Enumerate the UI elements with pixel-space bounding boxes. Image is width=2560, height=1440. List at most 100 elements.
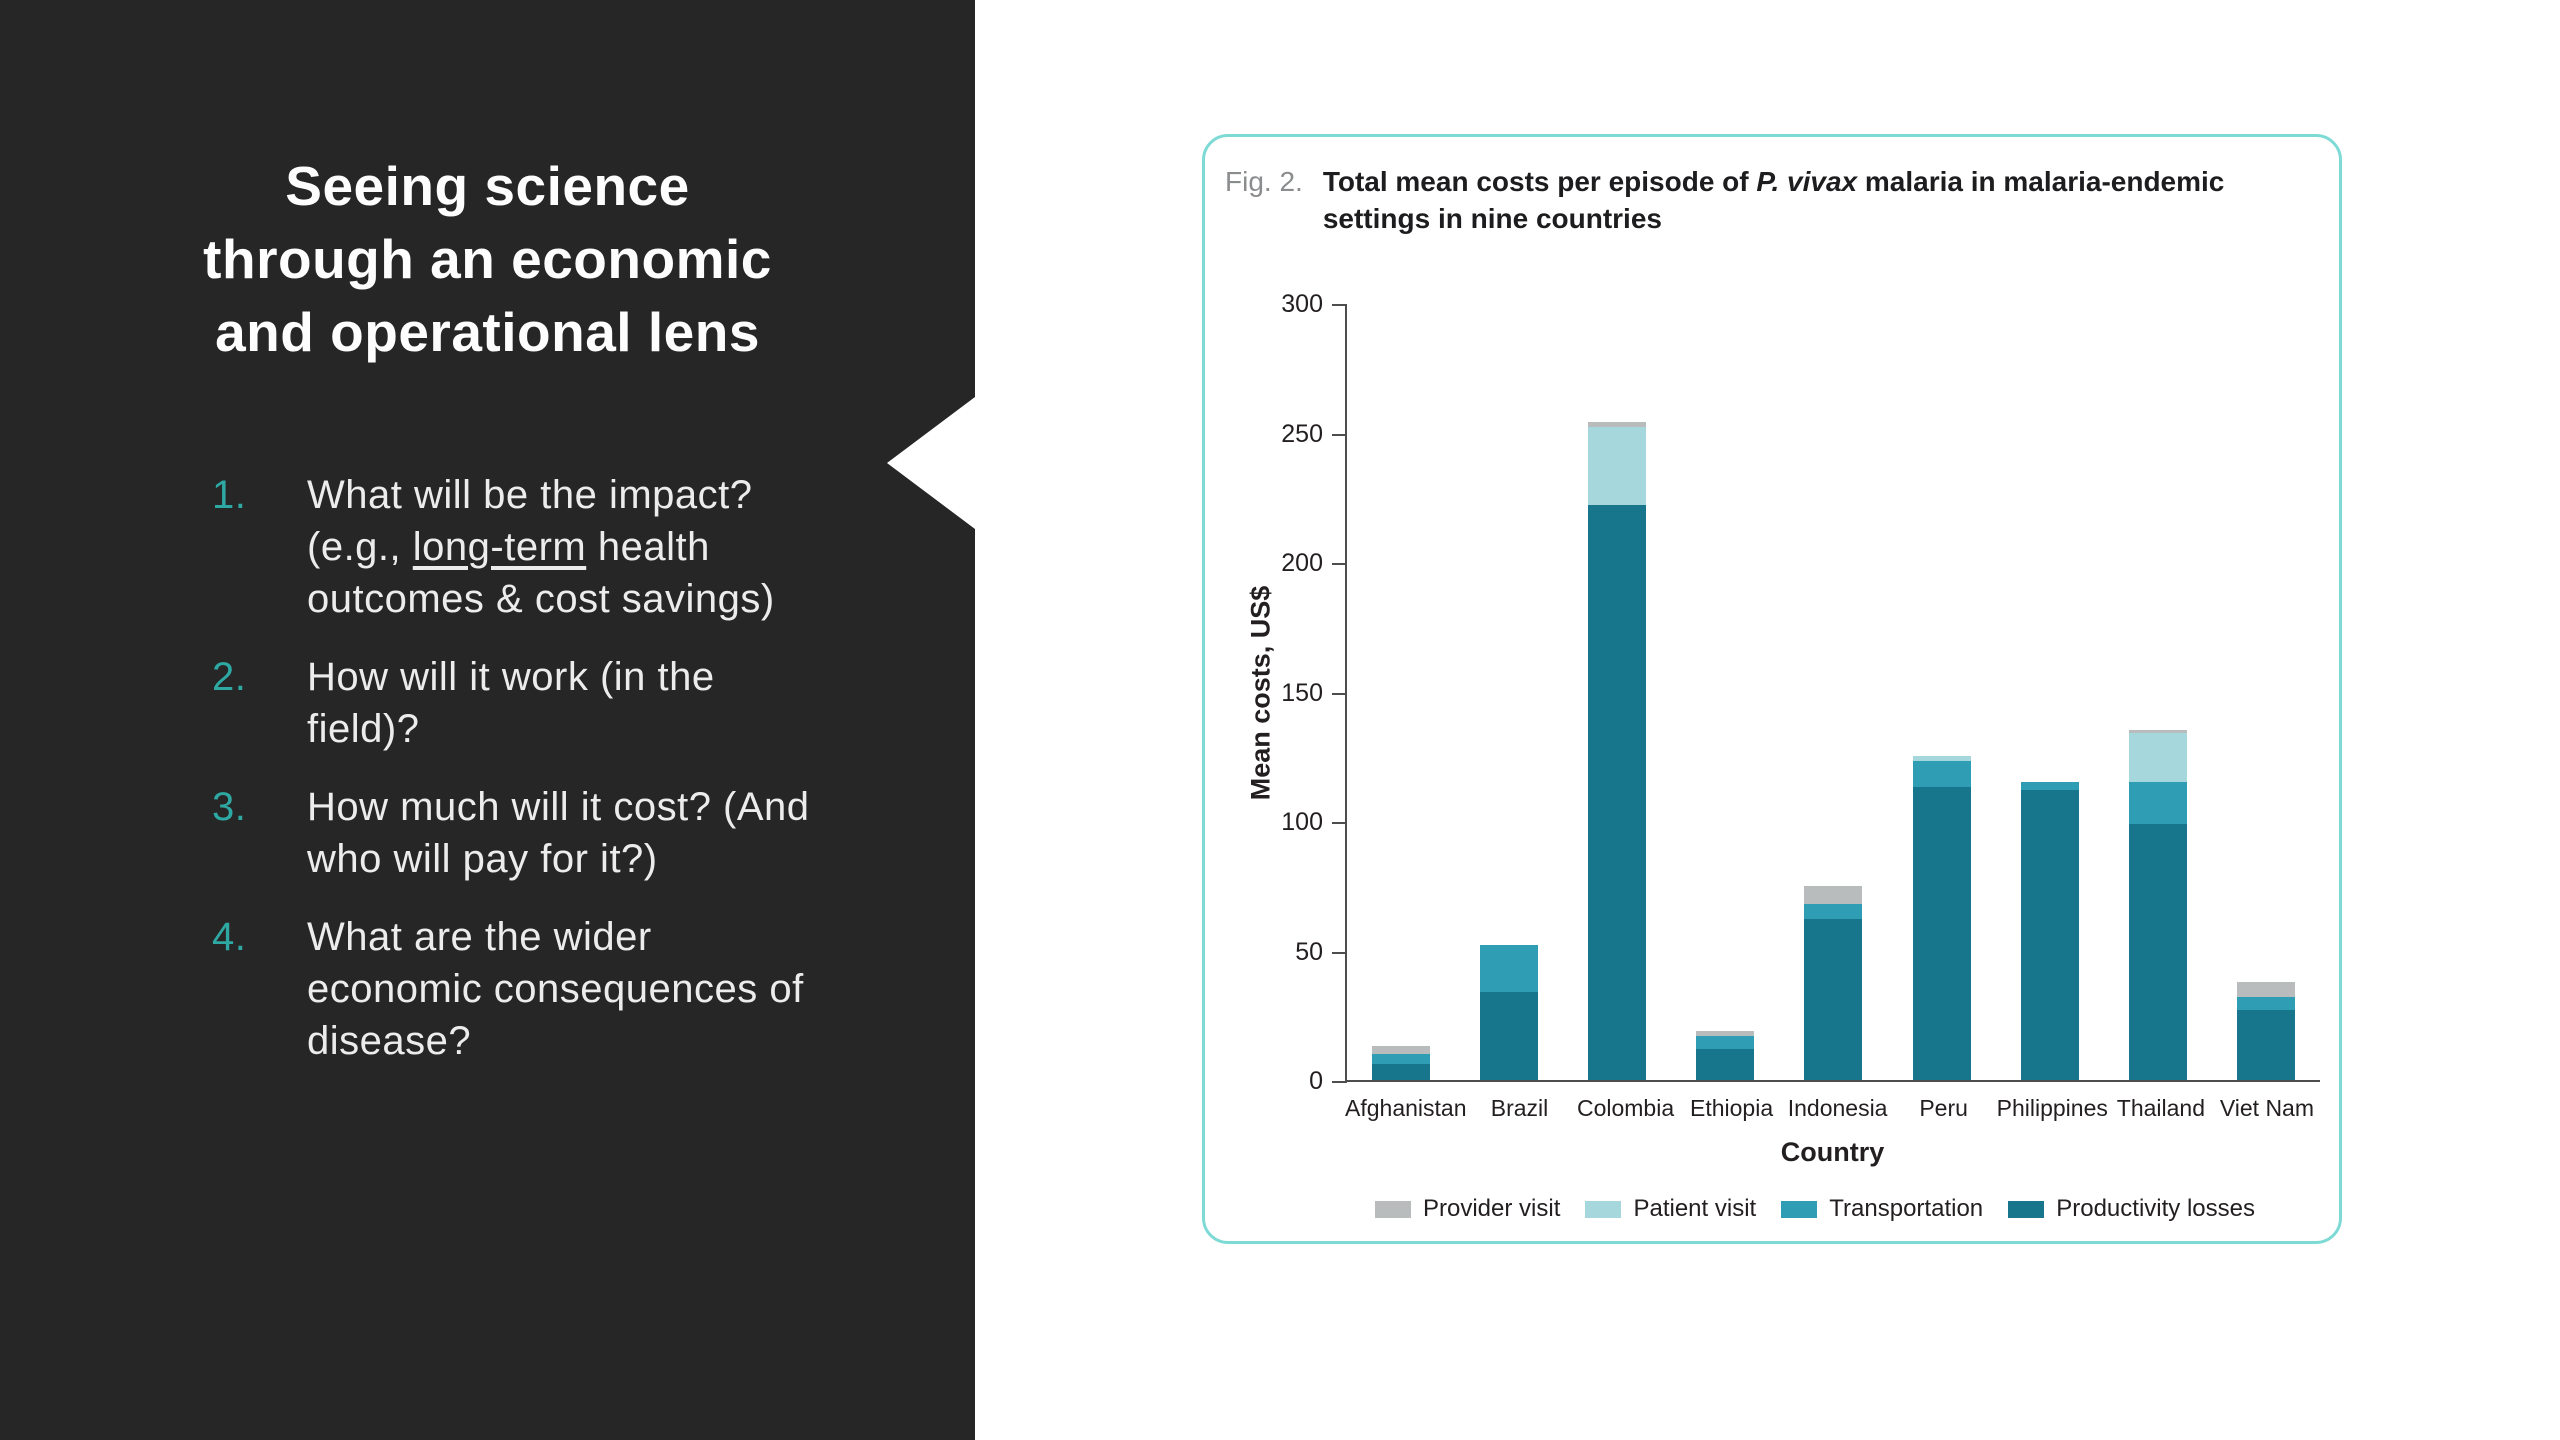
bar-segment xyxy=(1372,1046,1431,1055)
list-item-text: How will it work (in the field)? xyxy=(307,651,835,755)
legend-label: Provider visit xyxy=(1423,1195,1561,1222)
x-tick-label: Viet Nam xyxy=(2219,1095,2315,1121)
stacked-bar xyxy=(1696,1030,1755,1080)
question-list: 1. What will be the impact? (e.g., long-t… xyxy=(0,469,975,1067)
bar-segment xyxy=(1804,903,1863,920)
bar-segment xyxy=(1912,756,1971,762)
plot-area: 0 50 100 150 200 250 300 xyxy=(1281,290,2320,1095)
figure-title-segment: malaria in malaria-endemic settings in n… xyxy=(1322,166,2225,234)
stacked-bar xyxy=(2020,782,2079,1080)
stacked-bar xyxy=(1912,756,1971,1080)
bar-column xyxy=(1455,945,1563,1080)
legend-item: Provider visit xyxy=(1375,1195,1560,1223)
bar-segment xyxy=(1804,919,1863,1080)
legend-item: Transportation xyxy=(1781,1195,1983,1223)
stacked-bar xyxy=(1804,885,1863,1080)
bar-segment xyxy=(1696,1030,1755,1036)
bar-segment xyxy=(2236,997,2295,1011)
legend-label: Productivity losses xyxy=(2056,1195,2255,1222)
list-text-segment: What are the wider economic consequences… xyxy=(307,915,804,1063)
legend-swatch xyxy=(1585,1200,1622,1218)
bar-segment xyxy=(2020,782,2079,790)
y-tick-mark xyxy=(1332,822,1347,824)
x-tick-label: Thailand xyxy=(2116,1095,2206,1121)
bar-column xyxy=(1779,885,1887,1080)
y-tick-label: 300 xyxy=(1281,290,1323,318)
legend-swatch xyxy=(1781,1200,1818,1218)
legend-item: Productivity losses xyxy=(2008,1195,2255,1223)
stacked-bar xyxy=(2128,730,2187,1080)
list-item: 2. How will it work (in the field)? xyxy=(212,651,835,755)
stacked-bar xyxy=(1588,422,1647,1080)
y-tick-label: 50 xyxy=(1295,937,1323,966)
list-item: 4. What are the wider economic consequenc… xyxy=(212,911,835,1067)
y-tick-mark xyxy=(1332,692,1347,695)
bar-column xyxy=(1888,756,1996,1080)
list-item-number: 1. xyxy=(212,473,247,517)
bar-segment xyxy=(2236,1010,2295,1080)
bar-segment xyxy=(2020,789,2079,1080)
y-tick-label: 150 xyxy=(1281,678,1323,707)
x-tick-label: Afghanistan xyxy=(1345,1095,1467,1121)
left-panel: Seeing science through an economic and ope… xyxy=(0,0,975,1440)
list-text-segment: What will be the impact? (e.g., xyxy=(307,473,753,569)
bar-segment xyxy=(1696,1048,1755,1080)
list-item-number: 2. xyxy=(212,655,247,699)
y-tick-mark xyxy=(1332,951,1347,954)
legend-swatch xyxy=(1375,1200,1411,1218)
bar-segment xyxy=(1480,991,1539,1080)
legend: Provider visit Patient visit Transportatio… xyxy=(1375,1195,2255,1223)
bar-segment xyxy=(2128,730,2187,733)
figure-title: Total mean costs per episode of P. vivax… xyxy=(1323,163,2284,237)
bar-segment xyxy=(1588,505,1647,1080)
bar-column xyxy=(2104,730,2212,1080)
figure-title-segment: P. vivax xyxy=(1756,166,1858,197)
legend-label: Patient visit xyxy=(1633,1195,1757,1222)
bar-segment xyxy=(2236,981,2295,998)
bar-segment xyxy=(2128,732,2187,783)
y-tick-mark xyxy=(1332,1081,1347,1083)
bar-segment xyxy=(2128,782,2187,824)
bar-column xyxy=(1996,782,2104,1080)
bar-segment xyxy=(1912,761,1971,788)
bars-container xyxy=(1347,305,2320,1080)
slide-title: Seeing science through an economic and ope… xyxy=(203,155,772,363)
x-tick-label: Ethiopia xyxy=(1690,1095,1774,1121)
list-text-segment: How much will it cost? (And who will pay… xyxy=(307,785,810,881)
figure-title-segment: Total mean costs per episode of xyxy=(1322,166,1757,197)
x-axis-labels: Afghanistan Brazil Colombia Ethiopia Indones… xyxy=(1345,1095,2320,1122)
x-tick-label: Colombia xyxy=(1576,1095,1675,1121)
y-tick-mark xyxy=(1332,433,1347,436)
list-item-number: 3. xyxy=(212,785,247,829)
y-tick-mark xyxy=(1332,304,1347,306)
content-area: Fig. 2. Total mean costs per episode of … xyxy=(975,0,2560,1440)
bar-segment xyxy=(1696,1035,1755,1049)
x-tick-label: Philippines xyxy=(1996,1095,2108,1121)
x-axis-title: Country xyxy=(1780,1137,1885,1167)
legend-swatch xyxy=(2008,1200,2045,1218)
list-text-segment: How will it work (in the field)? xyxy=(307,655,715,751)
list-item: 3. How much will it cost? (And who will p… xyxy=(212,781,835,885)
y-tick-label: 250 xyxy=(1281,419,1323,448)
bar-segment xyxy=(1912,787,1971,1080)
y-tick-label: 100 xyxy=(1281,808,1323,836)
list-item-text: What are the wider economic consequences… xyxy=(307,911,835,1067)
bar-segment xyxy=(1480,945,1539,992)
legend-item: Patient visit xyxy=(1585,1195,1756,1223)
y-tick-label: 0 xyxy=(1309,1067,1323,1095)
list-item: 1. What will be the impact? (e.g., long-t… xyxy=(212,469,835,625)
y-tick-label: 200 xyxy=(1281,549,1323,577)
list-item-text: What will be the impact? (e.g., long-ter… xyxy=(307,469,835,625)
list-item-number: 4. xyxy=(212,915,247,959)
bar-segment xyxy=(1588,427,1647,506)
stacked-bar xyxy=(2236,981,2295,1080)
bar-segment xyxy=(1804,885,1863,904)
list-item-text: How much will it cost? (And who will pay… xyxy=(307,781,835,885)
x-tick-label: Brazil xyxy=(1490,1095,1549,1121)
bar-segment xyxy=(1372,1064,1431,1080)
stacked-bar xyxy=(1480,945,1539,1080)
figure-header: Fig. 2. Total mean costs per episode of … xyxy=(1205,137,2339,237)
bar-segment xyxy=(2128,823,2187,1080)
legend-label: Transportation xyxy=(1829,1195,1984,1222)
stacked-bar xyxy=(1372,1046,1431,1080)
